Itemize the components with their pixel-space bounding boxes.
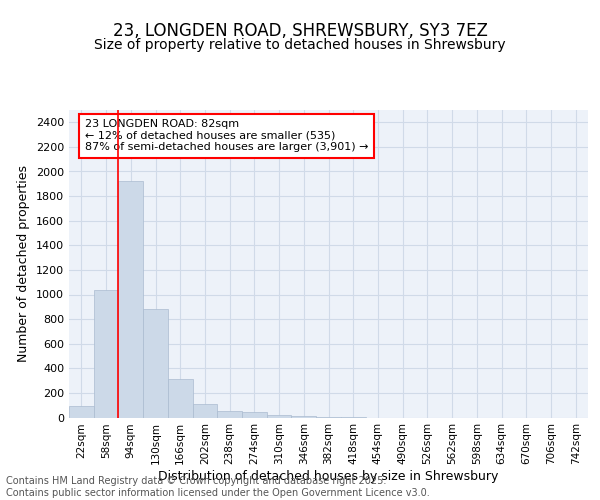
Bar xyxy=(316,416,341,418)
Y-axis label: Number of detached properties: Number of detached properties xyxy=(17,165,31,362)
Bar xyxy=(292,416,316,418)
Bar xyxy=(168,379,193,418)
Text: 23, LONGDEN ROAD, SHREWSBURY, SY3 7EZ: 23, LONGDEN ROAD, SHREWSBURY, SY3 7EZ xyxy=(113,22,487,40)
Text: 23 LONGDEN ROAD: 82sqm
← 12% of detached houses are smaller (535)
87% of semi-de: 23 LONGDEN ROAD: 82sqm ← 12% of detached… xyxy=(85,119,368,152)
Bar xyxy=(143,310,168,418)
Bar xyxy=(69,406,94,418)
Bar xyxy=(118,182,143,418)
Bar xyxy=(193,404,217,417)
Bar xyxy=(217,411,242,418)
Bar xyxy=(267,415,292,418)
Bar xyxy=(94,290,118,418)
Text: Contains HM Land Registry data © Crown copyright and database right 2025.
Contai: Contains HM Land Registry data © Crown c… xyxy=(6,476,430,498)
X-axis label: Distribution of detached houses by size in Shrewsbury: Distribution of detached houses by size … xyxy=(158,470,499,483)
Text: Size of property relative to detached houses in Shrewsbury: Size of property relative to detached ho… xyxy=(94,38,506,52)
Bar xyxy=(242,412,267,418)
